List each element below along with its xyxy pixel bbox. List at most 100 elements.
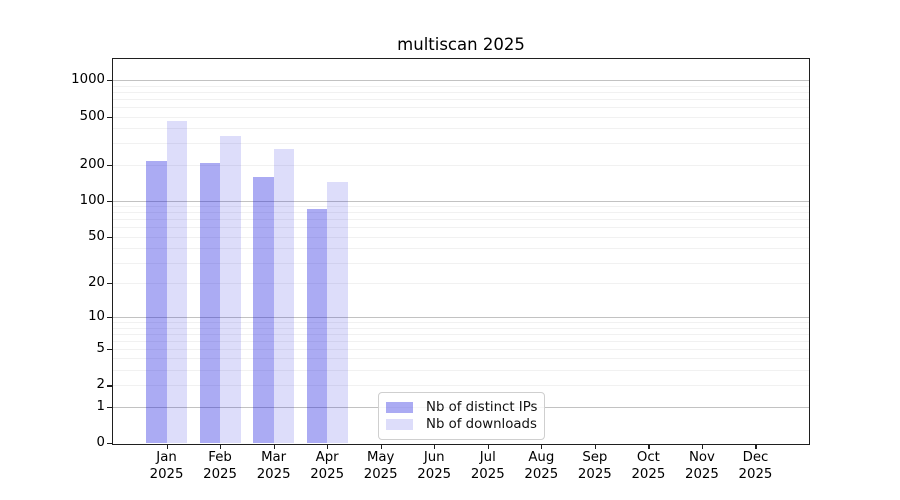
y-tick-label: 200	[79, 156, 105, 172]
y-tick-mark	[107, 406, 113, 408]
y-tick-label: 0	[96, 435, 105, 450]
legend-label-distinct-ips: Nb of distinct IPs	[426, 399, 538, 415]
y-tick-mark	[107, 200, 113, 202]
x-tick-month: May	[366, 450, 395, 465]
gridline-minor	[113, 206, 809, 208]
y-tick-label: 100	[79, 192, 105, 208]
gridline-minor	[113, 91, 809, 93]
legend-swatch-downloads	[386, 418, 413, 430]
x-tick-label: Oct 2025	[616, 450, 680, 483]
legend-entry-downloads: Nb of downloads	[386, 416, 537, 432]
gridline-minor	[113, 212, 809, 214]
y-tick-mark	[107, 317, 113, 319]
gridline-minor	[113, 85, 809, 87]
legend-swatch-distinct-ips	[386, 401, 413, 413]
gridline-major	[113, 80, 809, 82]
gridline-minor	[113, 333, 809, 335]
x-tick-year: 2025	[577, 466, 612, 482]
x-tick-year: 2025	[417, 466, 452, 482]
x-tick-label: Jun 2025	[402, 450, 466, 483]
x-tick-mark	[327, 444, 329, 449]
bar-downloads-feb	[220, 136, 241, 443]
y-tick-label: 20	[88, 275, 105, 291]
x-tick-month: Feb	[208, 450, 232, 465]
y-tick-label: 5	[96, 340, 105, 356]
x-tick-month: Jan	[156, 450, 177, 465]
x-tick-mark	[648, 444, 650, 449]
x-tick-label: Jan 2025	[135, 450, 199, 483]
gridline-minor	[113, 128, 809, 130]
bar-downloads-mar	[273, 148, 295, 443]
x-tick-month: Apr	[315, 450, 339, 465]
gridline-minor	[113, 219, 809, 221]
x-tick-label: May 2025	[349, 450, 413, 483]
y-tick-mark	[107, 283, 113, 285]
x-tick-year: 2025	[738, 466, 773, 482]
x-tick-label: Jul 2025	[456, 450, 520, 483]
x-tick-year: 2025	[685, 466, 719, 482]
bar-downloads-jan	[166, 120, 188, 443]
y-tick-label: 50	[88, 228, 105, 244]
bar-distinct-ips-apr	[306, 209, 328, 443]
legend-label-downloads: Nb of downloads	[426, 416, 537, 432]
x-tick-year: 2025	[363, 466, 398, 482]
x-tick-mark	[220, 444, 222, 449]
gridline-minor	[113, 385, 809, 387]
gridline-minor	[113, 143, 809, 145]
y-tick-mark	[107, 164, 113, 166]
bar-distinct-ips-mar	[253, 176, 274, 443]
x-tick-mark	[487, 444, 489, 449]
x-tick-label: Sep 2025	[563, 450, 627, 483]
bar-downloads-apr	[327, 182, 348, 443]
gridline-minor	[113, 98, 809, 100]
x-tick-label: Nov 2025	[670, 450, 734, 483]
x-tick-year: 2025	[470, 466, 505, 482]
x-tick-month: Jun	[423, 450, 445, 465]
x-tick-month: Oct	[636, 450, 660, 465]
x-tick-label: Apr 2025	[295, 450, 359, 483]
gridline-minor	[113, 116, 809, 118]
y-tick-label: 10	[88, 309, 105, 325]
x-tick-mark	[755, 444, 757, 449]
y-tick-label: 2	[96, 377, 105, 393]
gridline-minor	[113, 107, 809, 109]
bar-distinct-ips-jan	[146, 161, 167, 443]
x-tick-year: 2025	[203, 466, 237, 482]
y-tick-mark	[107, 116, 113, 118]
legend: Nb of distinct IPs Nb of downloads	[378, 392, 545, 440]
y-tick-mark	[107, 80, 113, 82]
gridline-minor	[113, 262, 809, 264]
gridline-minor	[113, 283, 809, 285]
x-tick-mark	[701, 444, 704, 449]
x-tick-year: 2025	[256, 466, 291, 482]
plot-area	[112, 58, 810, 445]
gridline-major	[113, 200, 809, 202]
y-tick-label: 500	[79, 108, 105, 124]
legend-entry-distinct-ips: Nb of distinct IPs	[386, 399, 538, 415]
y-tick-mark	[107, 348, 113, 351]
x-tick-label: Mar 2025	[242, 450, 306, 483]
gridline-minor	[113, 327, 809, 329]
x-tick-month: Dec	[742, 450, 769, 465]
gridline-minor	[113, 348, 809, 350]
x-tick-month: Nov	[688, 450, 715, 465]
gridline-major	[113, 317, 809, 319]
gridline-minor	[113, 236, 809, 238]
y-tick-mark	[107, 443, 113, 445]
x-tick-month: Mar	[261, 450, 287, 465]
gridline-minor	[113, 340, 809, 342]
x-tick-year: 2025	[310, 466, 345, 482]
gridline-minor	[113, 322, 809, 324]
x-tick-label: Dec 2025	[723, 450, 787, 483]
bar-distinct-ips-feb	[199, 162, 221, 443]
x-tick-year: 2025	[631, 466, 666, 482]
y-tick-label: 1	[96, 398, 105, 414]
gridline-minor	[113, 358, 809, 360]
gridline-minor	[113, 248, 809, 250]
gridline-minor	[113, 227, 809, 229]
x-tick-label: Feb 2025	[188, 450, 252, 483]
gridline-minor	[113, 164, 809, 166]
chart-title: multiscan 2025	[397, 35, 525, 54]
x-tick-month: Sep	[582, 450, 608, 465]
